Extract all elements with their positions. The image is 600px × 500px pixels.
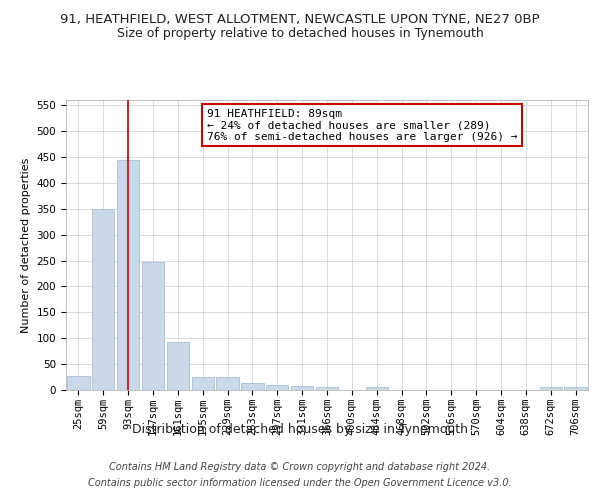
Bar — [191, 377, 214, 390]
Text: Size of property relative to detached houses in Tynemouth: Size of property relative to detached ho… — [116, 28, 484, 40]
Text: 91, HEATHFIELD, WEST ALLOTMENT, NEWCASTLE UPON TYNE, NE27 0BP: 91, HEATHFIELD, WEST ALLOTMENT, NEWCASTL… — [60, 12, 540, 26]
Bar — [142, 262, 164, 390]
Bar — [92, 209, 115, 390]
Bar — [241, 383, 263, 390]
Text: Distribution of detached houses by size in Tynemouth: Distribution of detached houses by size … — [132, 422, 468, 436]
Bar — [167, 342, 189, 390]
Bar — [539, 388, 562, 390]
Y-axis label: Number of detached properties: Number of detached properties — [21, 158, 31, 332]
Bar — [67, 376, 89, 390]
Text: Contains HM Land Registry data © Crown copyright and database right 2024.: Contains HM Land Registry data © Crown c… — [109, 462, 491, 472]
Text: 91 HEATHFIELD: 89sqm
← 24% of detached houses are smaller (289)
76% of semi-deta: 91 HEATHFIELD: 89sqm ← 24% of detached h… — [207, 108, 517, 142]
Bar — [266, 385, 289, 390]
Bar — [217, 377, 239, 390]
Bar — [117, 160, 139, 390]
Bar — [365, 388, 388, 390]
Bar — [316, 387, 338, 390]
Text: Contains public sector information licensed under the Open Government Licence v3: Contains public sector information licen… — [88, 478, 512, 488]
Bar — [291, 386, 313, 390]
Bar — [565, 388, 587, 390]
